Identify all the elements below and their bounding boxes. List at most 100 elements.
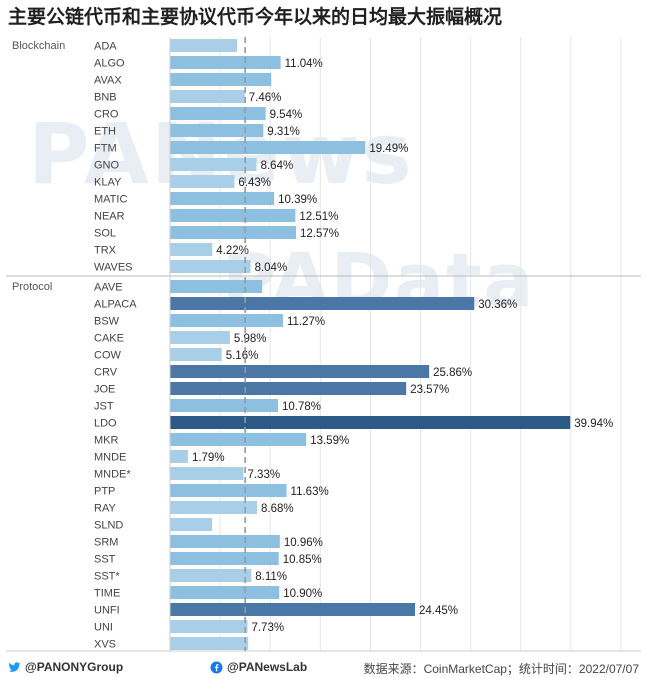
facebook-icon [210,661,223,673]
category-label: BSW [94,316,120,328]
category-label: CRO [94,109,119,121]
bar [170,192,275,205]
category-label: KLAY [94,177,122,189]
category-label: UNFI [94,605,120,617]
value-label: 10.85% [283,554,322,566]
value-label: 10.39% [278,194,317,206]
facebook-handle: @PANewsLab [227,660,308,674]
value-label: 24.45% [419,605,458,617]
category-label: SRM [94,537,118,549]
bar [170,348,222,361]
category-label: ALGO [94,58,125,70]
category-label: JST [94,401,114,413]
value-label: 4.22% [216,245,249,257]
category-label: CAKE [94,333,124,345]
bar [170,141,366,154]
value-label: 7.33% [247,469,280,481]
value-label: 1.79% [192,452,225,464]
value-label: 13.59% [310,435,349,447]
bar [170,73,272,86]
category-label: LDO [94,418,117,430]
bar [170,382,407,395]
bar [170,433,307,446]
twitter-credit: @PANONYGroup [8,660,123,674]
category-label: PTP [94,486,115,498]
bar [170,107,266,120]
category-label: COW [94,350,122,362]
value-label: 30.36% [478,299,517,311]
bar [170,226,296,239]
value-label: 23.57% [410,384,449,396]
value-label: 9.31% [267,126,300,138]
bar [170,586,280,599]
bar [170,243,213,256]
chart-title: 主要公链代币和主要协议代币今年以来的日均最大振幅概况 [8,6,503,28]
category-label: NEAR [94,211,125,223]
category-label: ALPACA [94,299,137,311]
bar [170,518,213,531]
category-label: SLND [94,520,123,532]
bar [170,314,283,327]
value-label: 11.63% [291,486,329,498]
bar [170,297,475,310]
group-label: Blockchain [12,40,65,52]
bar [170,416,571,429]
category-label: ADA [94,41,117,53]
bar [170,39,238,52]
category-label: CRV [94,367,118,379]
value-label: 9.54% [270,109,303,121]
bar [170,175,235,188]
value-label: 11.04% [285,58,323,70]
category-label: WAVES [94,262,133,274]
value-label: 19.49% [369,143,408,155]
value-label: 10.96% [284,537,323,549]
footer: @PANONYGroup @PANewsLab 数据来源：CoinMarketC… [0,654,645,678]
category-label: SST [94,554,116,566]
value-label: 10.78% [282,401,321,413]
bar [170,450,188,463]
category-label: XVS [94,639,116,651]
category-label: SOL [94,228,116,240]
value-label: 5.16% [226,350,259,362]
category-label: AAVE [94,282,123,294]
bar [170,620,248,633]
bar [170,501,257,514]
value-label: 7.73% [251,622,284,634]
bar [170,535,280,548]
bar [170,603,416,616]
category-label: RAY [94,503,116,515]
value-label: 12.51% [299,211,338,223]
bar [170,467,244,480]
bar [170,90,245,103]
bar [170,569,252,582]
bar [170,158,257,171]
category-label: UNI [94,622,113,634]
bar [170,399,279,412]
category-label: MATIC [94,194,127,206]
value-label: 12.57% [300,228,339,240]
category-label: JOE [94,384,115,396]
value-label: 11.27% [287,316,325,328]
category-label: TIME [94,588,120,600]
data-source-note: 数据来源：CoinMarketCap；统计时间：2022/07/07 [363,662,639,676]
group-label: Protocol [12,281,52,293]
twitter-icon [8,661,21,672]
value-label: 5.98% [234,333,267,345]
value-label: 7.46% [249,92,282,104]
value-label: 25.86% [433,367,472,379]
category-label: MNDE* [94,469,131,481]
bar [170,637,249,650]
facebook-credit: @PANewsLab [210,660,307,674]
value-label: 8.64% [261,160,294,172]
bar [170,484,287,497]
category-label: GNO [94,160,120,172]
category-label: BNB [94,92,117,104]
value-label: 8.68% [261,503,294,515]
category-label: MNDE [94,452,126,464]
category-label: FTM [94,143,117,155]
bar [170,552,279,565]
value-label: 8.04% [255,262,288,274]
bar [170,56,281,69]
bar [170,280,263,293]
category-label: TRX [94,245,117,257]
